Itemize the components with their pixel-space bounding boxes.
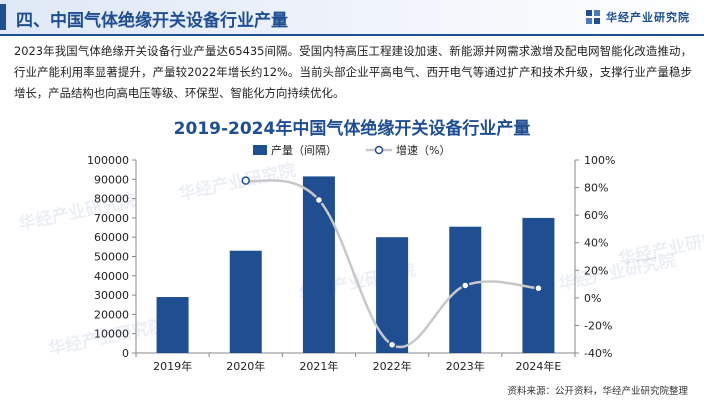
x-tick-label: 2021年 [299,359,338,373]
bar-production [302,176,335,353]
header-band: 四、中国气体绝缘开关设备行业产量 华经产业研究院 [0,0,704,34]
x-tick-label: 2019年 [153,359,192,373]
watermark-text: 华经产业研究院 [177,160,298,205]
y-right-tick-label: 60% [584,209,608,222]
x-tick-label: 2020年 [226,359,265,373]
y-left-tick-label: 40000 [94,270,129,283]
growth-rate-point [534,283,543,293]
header-accent-bar [0,4,6,30]
legend-marker-growth [374,145,384,155]
y-left-tick-label: 30000 [94,289,129,302]
bar-production [376,237,409,353]
logo-text: 华经产业研究院 [606,11,690,24]
source-note: 资料来源：公开资料，华经产业研究院整理 [507,386,688,397]
x-tick-label: 2023年 [446,359,485,373]
growth-rate-point [314,195,324,205]
legend-label-production: 产量（间隔） [271,143,337,157]
y-left-tick-label: 0 [122,347,129,360]
logo-icon [586,10,600,24]
bar-production [156,297,189,353]
y-left-tick-label: 80000 [94,193,129,206]
growth-rate-point [387,340,397,349]
x-tick-label: 2024年E [515,359,561,373]
header-rule [0,34,704,36]
legend-label-growth: 增速（%） [396,143,450,157]
y-right-tick-label: 0% [584,292,601,305]
y-left-tick-label: 10000 [94,328,129,341]
y-right-tick-label: -40% [584,347,612,360]
y-right-tick-label: -20% [584,319,612,332]
x-tick-label: 2022年 [373,359,412,373]
y-left-tick-label: 100000 [87,154,129,167]
intro-paragraph: 2023年我国气体绝缘开关设备行业产量达65435间隔。受国内特高压工程建设加速… [14,44,692,100]
bar-production [229,250,262,353]
section-title: 四、中国气体绝缘开关设备行业产量 [16,11,288,31]
y-right-tick-label: 40% [584,237,608,250]
y-left-tick-label: 90000 [94,173,129,186]
y-left-tick-label: 60000 [94,231,129,244]
growth-rate-point [241,176,250,185]
legend-swatch-production [253,145,267,155]
y-left-tick-label: 70000 [94,212,129,225]
brand-logo: 华经产业研究院 [586,9,690,25]
growth-rate-point [461,281,470,290]
y-right-tick-label: 20% [584,264,608,277]
chart-title: 2019-2024年中国气体绝缘开关设备行业产量 [173,119,531,139]
y-left-tick-label: 50000 [94,251,129,264]
y-right-tick-label: 80% [584,182,608,195]
y-right-tick-label: 100% [584,154,615,167]
bar-production [449,226,482,353]
y-left-tick-label: 20000 [94,308,129,321]
